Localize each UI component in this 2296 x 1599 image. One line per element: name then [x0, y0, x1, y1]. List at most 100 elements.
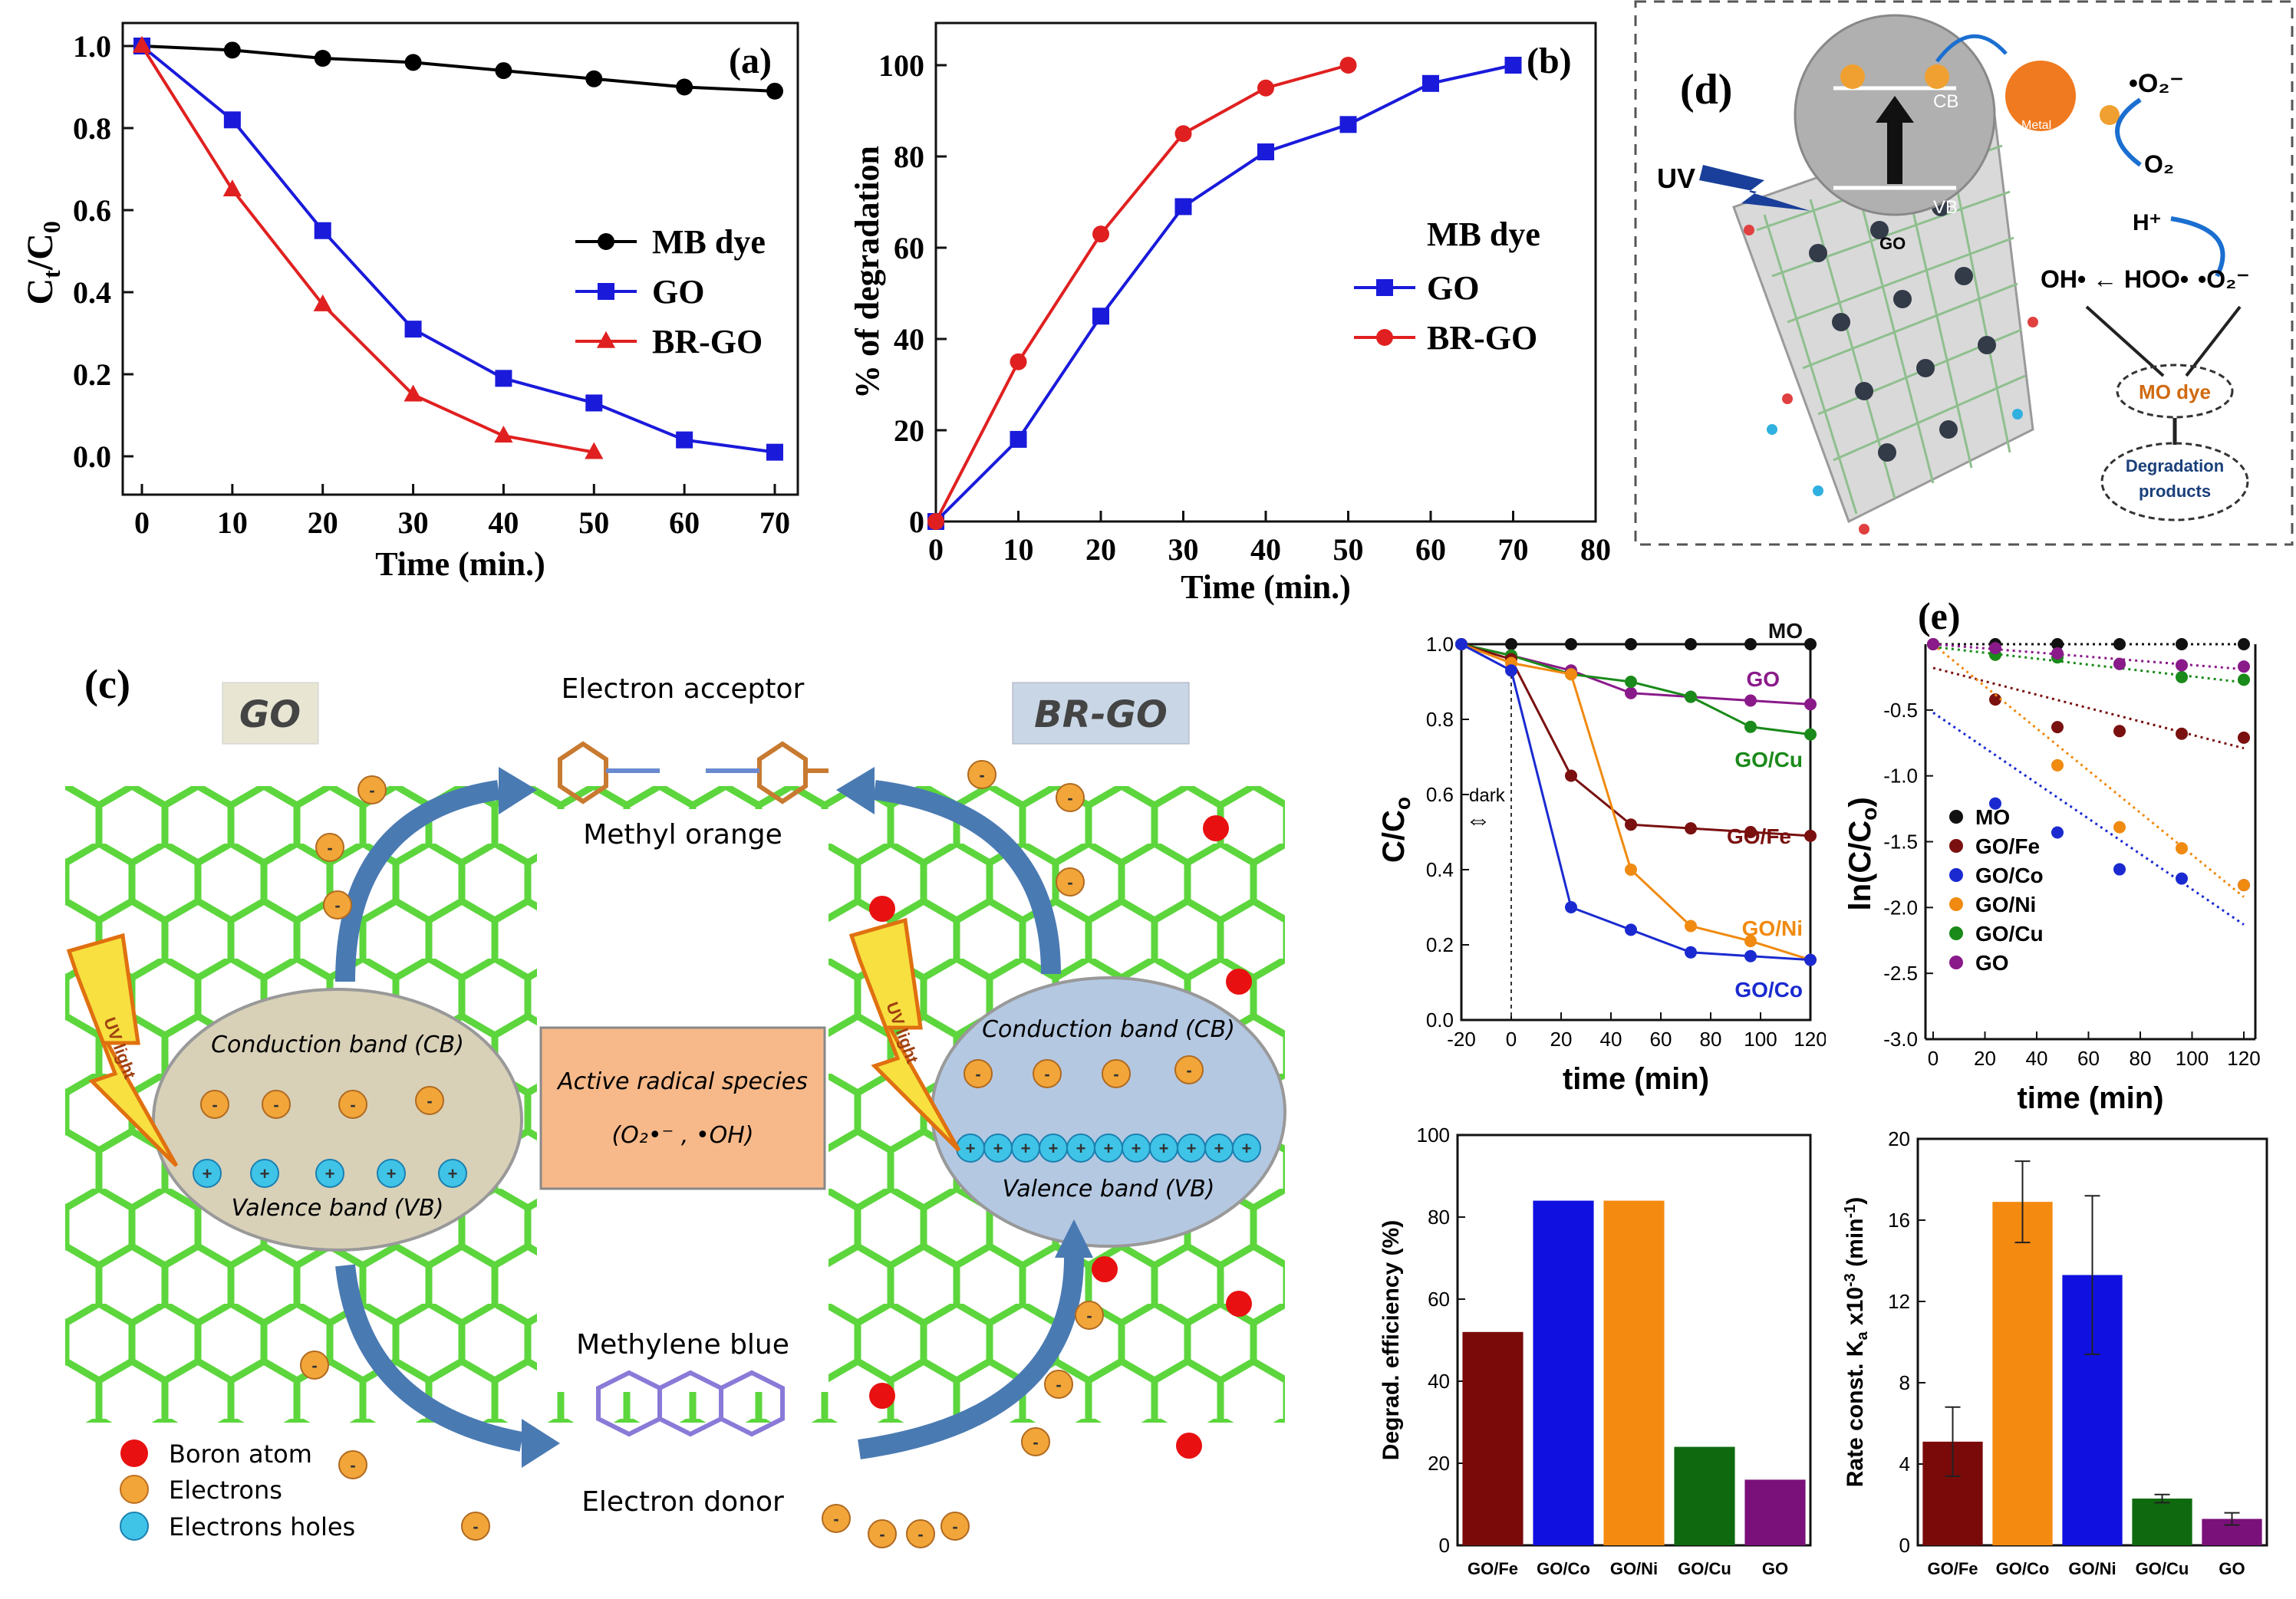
svg-text:+: +: [260, 1164, 270, 1183]
cb-text: CB: [1933, 91, 1958, 112]
fit-line: [1932, 643, 2245, 671]
chart-e1: 0.0 0.2 0.4 0.6 0.8 1.0 -20 0 20 40 60 80 100 120 dark…: [1377, 619, 1826, 1096]
electron-icon: -: [338, 1090, 367, 1119]
legend-boron: Boron atom: [169, 1439, 312, 1469]
ytick-label: 16: [1888, 1209, 1910, 1232]
products-text: products: [2139, 482, 2211, 501]
boron-atom: [1226, 1291, 1252, 1317]
data-point: [2051, 721, 2064, 734]
vb-text: VB: [1933, 197, 1958, 218]
ytick-label: 1.0: [73, 29, 111, 64]
electron-icon: -: [262, 1090, 291, 1119]
panel-d-label: (d): [1680, 66, 1732, 114]
svg-text:+: +: [1049, 1139, 1059, 1158]
data-point: [1744, 826, 1757, 838]
panel-e-label: (e): [1918, 594, 1961, 637]
legend-entry: GO/Ni: [1975, 893, 2036, 916]
arrowhead-4-icon: [1055, 1219, 1093, 1258]
svg-text:+: +: [993, 1139, 1003, 1158]
chart-e4: 0 4 8 12 16 20 GO/Fe GO/Co GO/Ni GO/Cu GO Rate cons…: [1842, 1127, 2268, 1578]
legend-marker: [1949, 839, 1963, 853]
diagram-d: (d) UV CB VB GO Metal •O₂⁻ O₂ H⁺ OH• ← H…: [1634, 0, 2294, 546]
data-point: [1989, 642, 2001, 655]
xtick-label: 40: [2026, 1047, 2048, 1070]
data-point: [1455, 638, 1468, 650]
data-point: [1744, 694, 1757, 707]
electron-icon: -: [1102, 1059, 1131, 1088]
ytick-label: 0.8: [73, 111, 111, 146]
data-point: [313, 294, 332, 311]
boron-atoms: [869, 815, 1252, 1459]
legend-marker: [1949, 868, 1963, 882]
go-holes: + + + + +: [193, 1159, 467, 1188]
ytick-label: 100: [878, 48, 924, 83]
uv-bolt-icon: [1699, 165, 1810, 211]
hole-icon: +: [1232, 1133, 1261, 1163]
products-ellipse: [2100, 442, 2249, 521]
o2-reduction-arrow-icon: [2115, 97, 2142, 167]
svg-text:-: -: [833, 1509, 838, 1528]
xtick-label: 60: [1650, 1028, 1672, 1051]
legend-marker: [598, 233, 614, 250]
ytick-label: 0.0: [73, 439, 111, 474]
xtick-label: 120: [1794, 1028, 1826, 1051]
xtick-label: 20: [1974, 1047, 1996, 1070]
electron-icon: -: [906, 1519, 935, 1548]
xtick-label: 40: [1250, 532, 1281, 567]
electron-donor-text: Electron donor: [581, 1486, 784, 1518]
ytick-label: 40: [894, 322, 924, 357]
xtick-label: 20: [1550, 1028, 1573, 1051]
cycle-arrows: [335, 780, 1084, 1459]
panel-a-label: (a): [729, 41, 772, 81]
svg-text:-: -: [1033, 1433, 1038, 1452]
data-point: [1010, 353, 1027, 370]
arrowhead-2-icon: [836, 767, 875, 814]
legend-entry: GO/Fe: [1975, 834, 2040, 858]
ytick-label: -1.5: [1883, 831, 1918, 854]
legend-marker: [1376, 329, 1393, 346]
legend-entry: BR-GO: [1427, 319, 1537, 357]
plot-frame: [934, 21, 1597, 523]
xtick-label: 100: [2176, 1047, 2209, 1070]
svg-text:-: -: [979, 765, 984, 785]
data-point: [927, 513, 944, 530]
boron-legend-icon: [120, 1439, 148, 1467]
hole-icon: +: [1149, 1133, 1178, 1163]
svg-text:-: -: [975, 1064, 980, 1084]
xtick-label: 60: [2077, 1047, 2100, 1070]
data-point: [132, 35, 152, 53]
legend-entry: MB dye: [652, 223, 766, 261]
data-point: [404, 54, 422, 71]
electron-acceptor-text: Electron acceptor: [562, 673, 805, 705]
ytick-label: 8: [1899, 1371, 1910, 1394]
data-point: [1927, 638, 1939, 650]
svg-text:-: -: [350, 1095, 355, 1114]
go-band-ellipse: [152, 988, 523, 1252]
series-label: MO: [1768, 619, 1803, 643]
data-point: [1685, 822, 1697, 835]
svg-text:-: -: [350, 1456, 355, 1475]
category-label: GO/Fe: [1468, 1559, 1518, 1578]
go-label: GO: [239, 693, 301, 736]
arrow-brgo-bottom-icon: [858, 1257, 1084, 1459]
ytick-label: 0.6: [1426, 783, 1454, 806]
svg-text:-: -: [311, 1356, 317, 1375]
legend-entry: GO: [1975, 951, 2009, 975]
xtick-label: 0: [928, 532, 944, 567]
superoxide-text: •O₂⁻: [2129, 69, 2183, 98]
svg-text:-: -: [952, 1517, 957, 1536]
methyl-orange-molecule: [558, 741, 828, 804]
data-point: [2238, 660, 2250, 673]
category-label: GO/Fe: [1927, 1559, 1978, 1578]
xtick-label: 10: [217, 505, 248, 540]
data-point: [1804, 953, 1817, 966]
svg-text:+: +: [966, 1139, 976, 1158]
hole-icon: +: [956, 1133, 985, 1163]
xtick-label: 60: [1415, 532, 1446, 567]
dark-annotation: dark: [1469, 785, 1506, 806]
xlabel: Time (min.): [1181, 568, 1351, 606]
data-point: [1625, 686, 1637, 699]
xlabel: time (min): [2017, 1081, 2163, 1115]
series-line: [934, 64, 1514, 523]
data-point: [1565, 668, 1577, 681]
